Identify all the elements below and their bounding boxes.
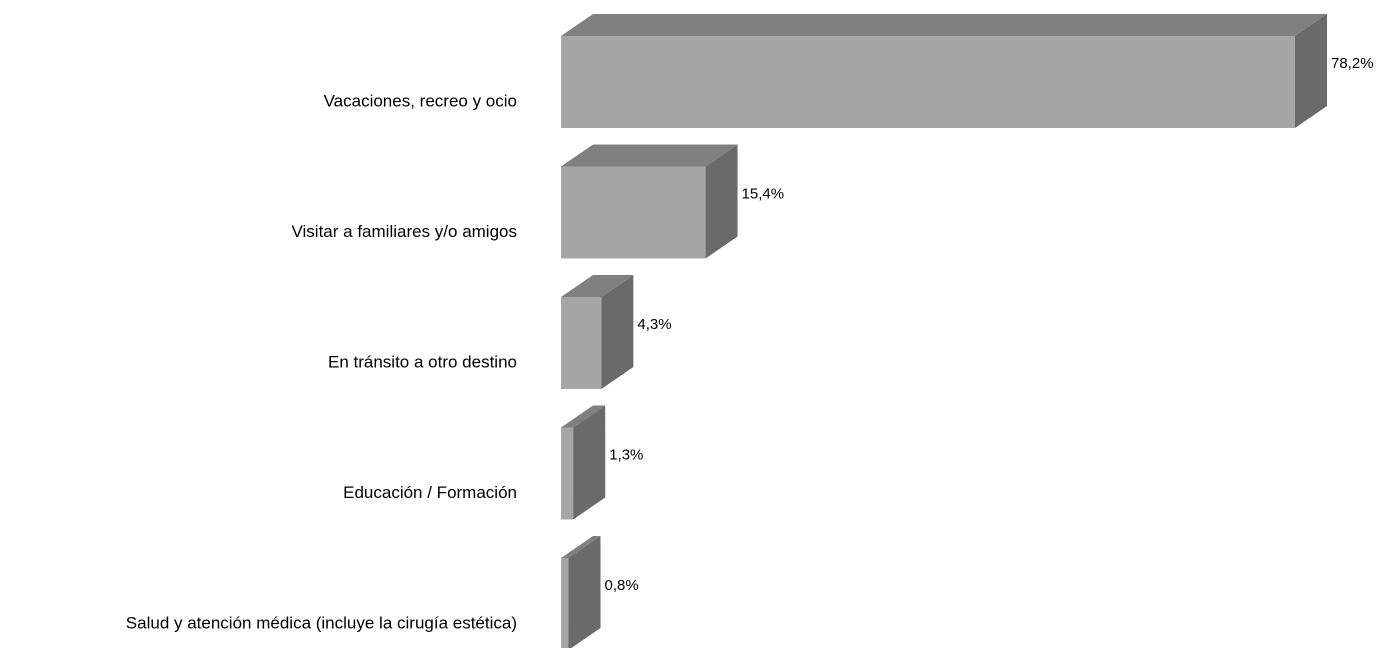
value-label: 1,3% [609,446,643,463]
category-label: Visitar a familiares y/o amigos [292,222,518,241]
bar-front [561,427,574,520]
bar-side [705,144,738,259]
bar-front [561,558,569,648]
bar-side [568,536,601,648]
bar-side [1295,14,1327,128]
value-label: 78,2% [1331,55,1374,72]
bar-top [561,275,634,297]
category-label: En tránsito a otro destino [328,352,517,371]
bar-side [601,275,634,389]
bar-side [573,405,606,520]
bar [561,536,601,648]
bar-top [561,14,1327,36]
bar-top [561,405,606,428]
bar-top [561,536,601,558]
bar [561,14,1327,128]
value-label: 4,3% [637,316,671,333]
bar [561,275,634,389]
bar [561,405,606,520]
bar-front [561,36,1295,128]
bar-top [561,144,738,167]
value-label: 0,8% [605,577,639,594]
category-label: Salud y atención médica (incluye la ciru… [126,613,517,632]
category-label: Vacaciones, recreo y ocio [324,91,517,110]
category-label: Educación / Formación [343,483,517,502]
bar-front [561,297,602,389]
bar [561,144,738,259]
value-label: 15,4% [742,185,785,202]
bar-front [561,166,706,259]
